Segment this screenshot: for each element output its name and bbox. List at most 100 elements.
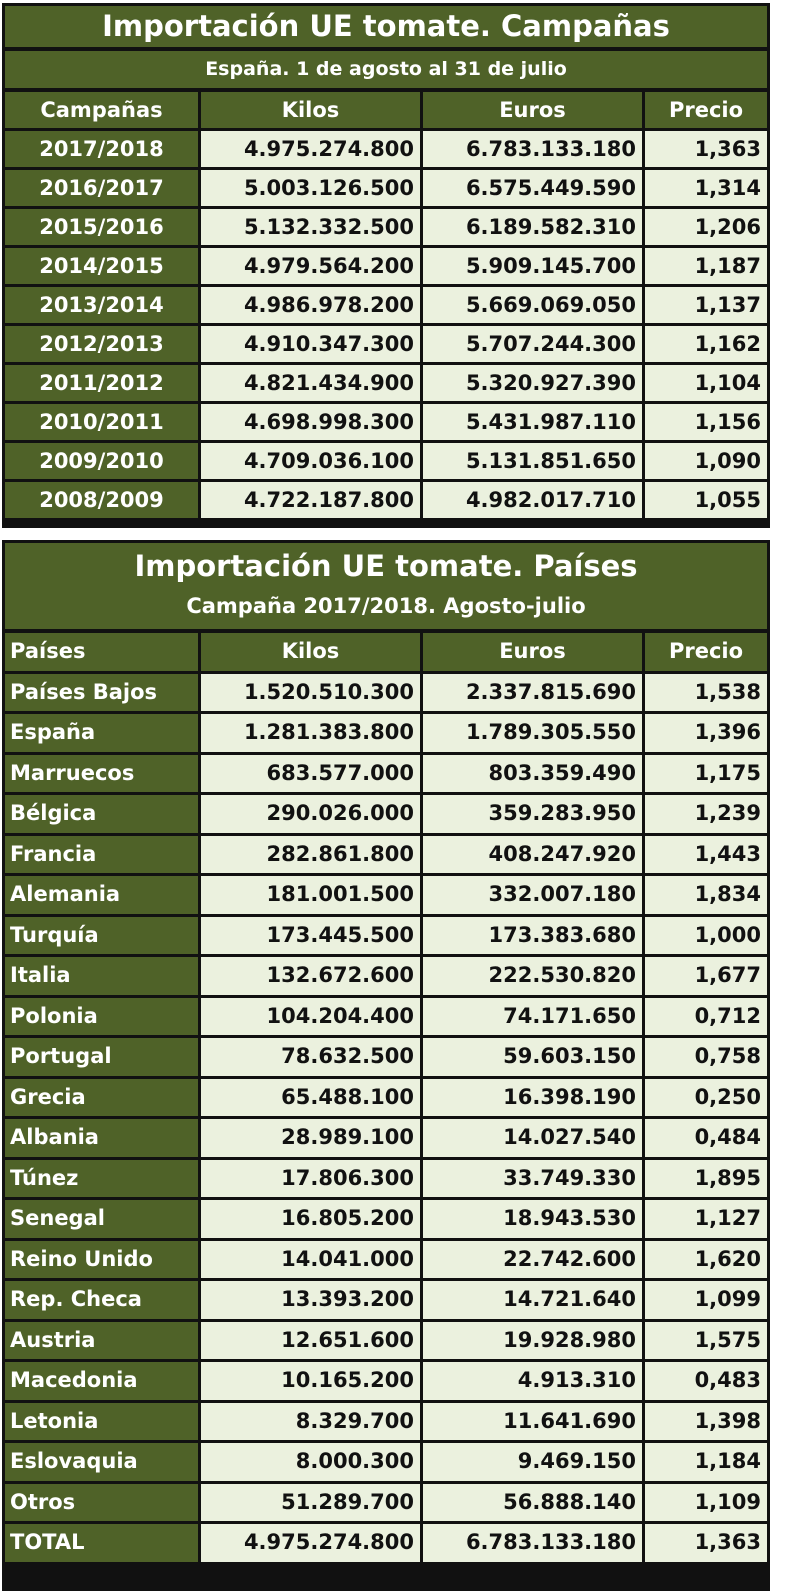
table-row: Grecia 65.488.100 16.398.190 0,250	[5, 1078, 767, 1116]
precio-cell: 1,620	[645, 1240, 767, 1278]
precio-cell: 1,677	[645, 957, 767, 995]
precio-cell: 1,187	[645, 248, 767, 284]
column-header: Euros	[423, 92, 642, 128]
euros-cell: 6.783.133.180	[423, 1524, 642, 1562]
euros-cell: 359.283.950	[423, 795, 642, 833]
precio-cell: 0,758	[645, 1038, 767, 1076]
precio-cell: 1,175	[645, 754, 767, 792]
precio-cell: 1,184	[645, 1443, 767, 1481]
label-cell: 2009/2010	[5, 443, 198, 479]
precio-cell: 1,575	[645, 1321, 767, 1359]
precio-cell: 0,250	[645, 1078, 767, 1116]
kilos-cell: 173.445.500	[201, 916, 420, 954]
table-row: 2013/2014 4.986.978.200 5.669.069.050 1,137	[5, 287, 767, 323]
label-cell: Senegal	[5, 1200, 198, 1238]
table-row: Turquía 173.445.500 173.383.680 1,000	[5, 916, 767, 954]
euros-cell: 59.603.150	[423, 1038, 642, 1076]
euros-cell: 4.913.310	[423, 1362, 642, 1400]
kilos-cell: 5.132.332.500	[201, 209, 420, 245]
table-row: 2014/2015 4.979.564.200 5.909.145.700 1,187	[5, 248, 767, 284]
euros-cell: 408.247.920	[423, 835, 642, 873]
label-cell: 2017/2018	[5, 131, 198, 167]
campaigns-table-subtitle: España. 1 de agosto al 31 de julio	[5, 51, 767, 88]
precio-cell: 1,109	[645, 1483, 767, 1521]
kilos-cell: 65.488.100	[201, 1078, 420, 1116]
kilos-cell: 104.204.400	[201, 997, 420, 1035]
kilos-cell: 8.329.700	[201, 1402, 420, 1440]
table-row: Rep. Checa 13.393.200 14.721.640 1,099	[5, 1281, 767, 1319]
kilos-cell: 13.393.200	[201, 1281, 420, 1319]
euros-cell: 56.888.140	[423, 1483, 642, 1521]
label-cell: Albania	[5, 1119, 198, 1157]
table-row: 2012/2013 4.910.347.300 5.707.244.300 1,162	[5, 326, 767, 362]
countries-table-heading: Importación UE tomate. Países Campaña 20…	[5, 543, 767, 629]
kilos-cell: 4.986.978.200	[201, 287, 420, 323]
table-row: 2010/2011 4.698.998.300 5.431.987.110 1,156	[5, 404, 767, 440]
kilos-cell: 4.975.274.800	[201, 1524, 420, 1562]
precio-cell: 1,104	[645, 365, 767, 401]
euros-cell: 22.742.600	[423, 1240, 642, 1278]
kilos-cell: 4.910.347.300	[201, 326, 420, 362]
label-cell: 2008/2009	[5, 482, 198, 518]
label-cell: 2013/2014	[5, 287, 198, 323]
kilos-cell: 5.003.126.500	[201, 170, 420, 206]
precio-cell: 1,895	[645, 1159, 767, 1197]
label-cell: España	[5, 714, 198, 752]
label-cell: 2011/2012	[5, 365, 198, 401]
precio-cell: 1,156	[645, 404, 767, 440]
label-cell: Letonia	[5, 1402, 198, 1440]
column-header: Países	[5, 633, 198, 671]
label-cell: Reino Unido	[5, 1240, 198, 1278]
precio-cell: 1,137	[645, 287, 767, 323]
table-row: 2016/2017 5.003.126.500 6.575.449.590 1,314	[5, 170, 767, 206]
label-cell: Macedonia	[5, 1362, 198, 1400]
label-cell: Turquía	[5, 916, 198, 954]
column-header: Precio	[645, 633, 767, 671]
label-cell: Túnez	[5, 1159, 198, 1197]
label-cell: Marruecos	[5, 754, 198, 792]
euros-cell: 2.337.815.690	[423, 673, 642, 711]
kilos-cell: 132.672.600	[201, 957, 420, 995]
kilos-cell: 683.577.000	[201, 754, 420, 792]
kilos-cell: 290.026.000	[201, 795, 420, 833]
euros-cell: 5.707.244.300	[423, 326, 642, 362]
table-row: Marruecos 683.577.000 803.359.490 1,175	[5, 754, 767, 792]
precio-cell: 1,127	[645, 1200, 767, 1238]
column-header: Precio	[645, 92, 767, 128]
campaigns-table-title: Importación UE tomate. Campañas	[5, 6, 767, 47]
label-cell: 2015/2016	[5, 209, 198, 245]
table-row: Otros 51.289.700 56.888.140 1,109	[5, 1483, 767, 1521]
countries-table-subtitle: Campaña 2017/2018. Agosto-julio	[186, 594, 586, 618]
label-cell: 2014/2015	[5, 248, 198, 284]
precio-cell: 1,363	[645, 1524, 767, 1562]
kilos-cell: 4.698.998.300	[201, 404, 420, 440]
table-row: Reino Unido 14.041.000 22.742.600 1,620	[5, 1240, 767, 1278]
table-row: 2017/2018 4.975.274.800 6.783.133.180 1,363	[5, 131, 767, 167]
label-cell: Eslovaquia	[5, 1443, 198, 1481]
kilos-cell: 4.821.434.900	[201, 365, 420, 401]
precio-cell: 0,484	[645, 1119, 767, 1157]
table-row: Países Bajos 1.520.510.300 2.337.815.690 1,…	[5, 673, 767, 711]
label-cell: Francia	[5, 835, 198, 873]
table-row: Austria 12.651.600 19.928.980 1,575	[5, 1321, 767, 1359]
countries-header-row: Países Kilos Euros Precio	[5, 633, 767, 671]
euros-cell: 5.131.851.650	[423, 443, 642, 479]
table-row: 2008/2009 4.722.187.800 4.982.017.710 1,055	[5, 482, 767, 518]
precio-cell: 0,483	[645, 1362, 767, 1400]
kilos-cell: 14.041.000	[201, 1240, 420, 1278]
label-cell: Portugal	[5, 1038, 198, 1076]
table-row: 2009/2010 4.709.036.100 5.131.851.650 1,090	[5, 443, 767, 479]
precio-cell: 1,396	[645, 714, 767, 752]
kilos-cell: 78.632.500	[201, 1038, 420, 1076]
euros-cell: 222.530.820	[423, 957, 642, 995]
precio-cell: 1,239	[645, 795, 767, 833]
label-cell: Grecia	[5, 1078, 198, 1116]
precio-cell: 1,055	[645, 482, 767, 518]
kilos-cell: 10.165.200	[201, 1362, 420, 1400]
table-row: Albania 28.989.100 14.027.540 0,484	[5, 1119, 767, 1157]
label-cell: Rep. Checa	[5, 1281, 198, 1319]
precio-cell: 1,538	[645, 673, 767, 711]
table-row: Eslovaquia 8.000.300 9.469.150 1,184	[5, 1443, 767, 1481]
euros-cell: 74.171.650	[423, 997, 642, 1035]
label-cell: 2010/2011	[5, 404, 198, 440]
